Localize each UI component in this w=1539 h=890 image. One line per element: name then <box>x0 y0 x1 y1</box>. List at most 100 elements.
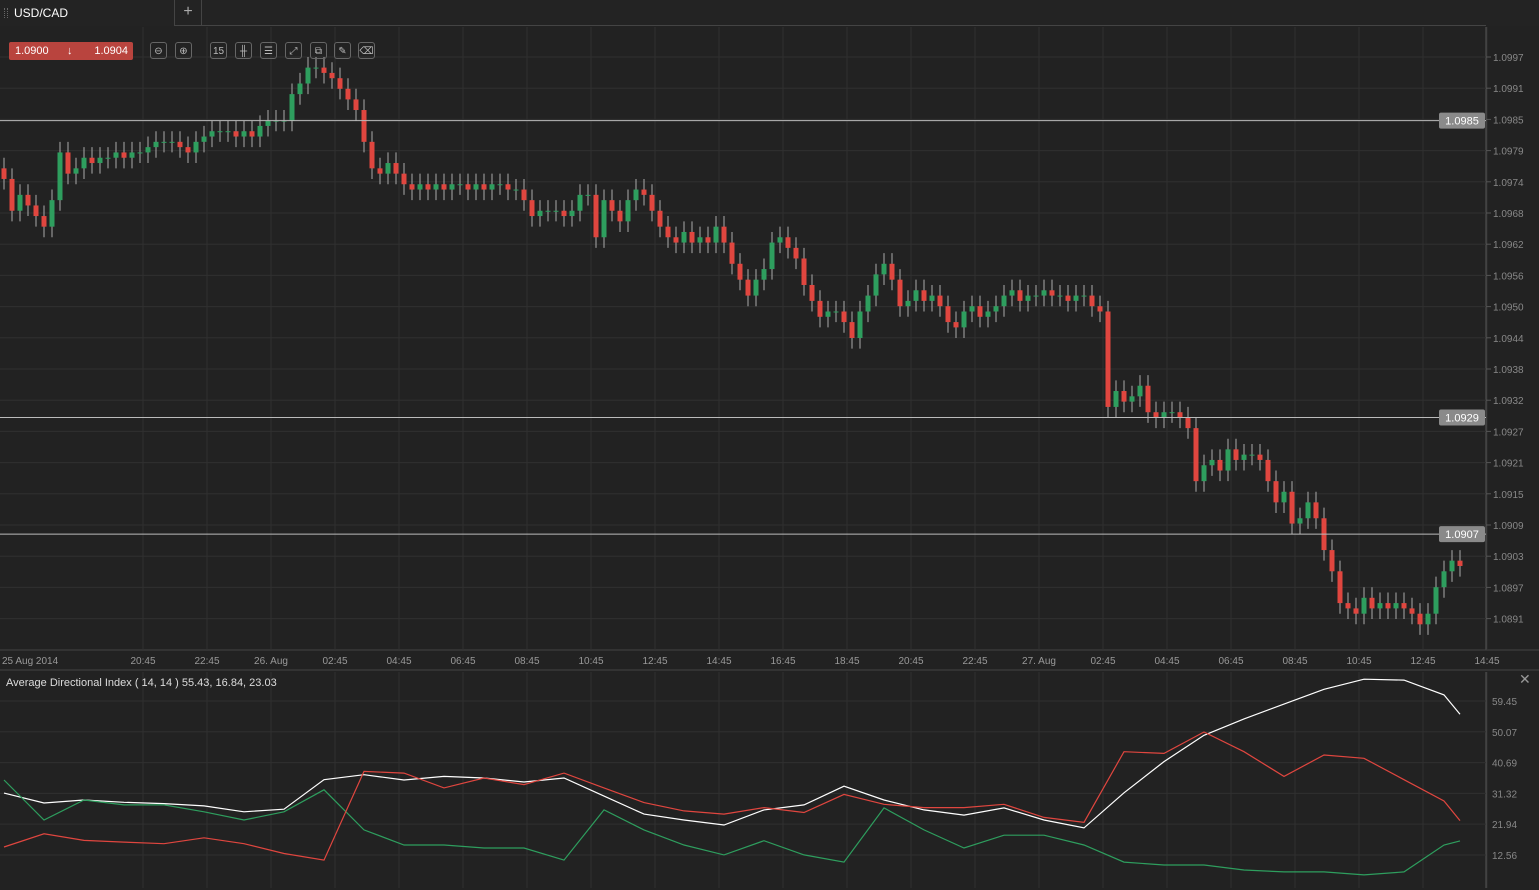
candle-body <box>1377 603 1383 609</box>
arrow-down-icon: ↓ <box>67 45 73 57</box>
candle <box>1017 279 1023 312</box>
candle <box>625 189 631 232</box>
tab-usdcad[interactable]: USD/CAD <box>0 0 174 26</box>
candle-body <box>689 231 695 243</box>
edit-icon[interactable]: ✎ <box>334 42 351 59</box>
candle-body <box>9 178 15 211</box>
price-tick-label: 1.0950 <box>1493 303 1524 314</box>
candle <box>1385 592 1391 620</box>
timeframe-icon[interactable]: 15 <box>210 42 227 59</box>
candle <box>1057 284 1063 307</box>
candle <box>409 173 415 201</box>
candle <box>297 72 303 105</box>
candle-body <box>1417 613 1423 625</box>
candle <box>1449 550 1455 582</box>
candle <box>1129 385 1135 413</box>
candle <box>377 157 383 185</box>
candle-body <box>649 194 655 211</box>
candle-body <box>1217 459 1223 471</box>
candle-body <box>769 242 775 270</box>
candle <box>977 295 983 328</box>
candle <box>57 141 63 211</box>
copy-icon[interactable]: ⧉ <box>310 42 327 59</box>
candle-body <box>937 295 943 307</box>
zoom-out-icon[interactable]: ⊖ <box>150 42 167 59</box>
candle <box>385 152 391 185</box>
time-axis[interactable]: 25 Aug 2014 20:45 22:45 26. Aug 02:45 04:45 06… <box>2 656 1500 667</box>
candle <box>537 200 543 227</box>
candle-body <box>881 263 887 275</box>
candle-body <box>369 141 375 169</box>
candle-body <box>729 242 735 264</box>
time-tick-label: 20:45 <box>130 656 155 667</box>
candle <box>1329 539 1335 582</box>
candlestick-icon[interactable]: ╫ <box>235 42 252 59</box>
candle <box>905 290 911 317</box>
add-tab-button[interactable]: + <box>174 0 202 26</box>
candle-body <box>1089 295 1095 307</box>
candle <box>617 200 623 232</box>
candle-body <box>1041 290 1047 296</box>
candle <box>289 83 295 132</box>
candle-body <box>89 157 95 164</box>
candle <box>473 173 479 201</box>
candle <box>505 173 511 201</box>
candle-body <box>545 210 551 212</box>
candle <box>881 253 887 285</box>
candle-body <box>297 83 303 95</box>
candle <box>657 200 663 238</box>
grid <box>0 27 1539 888</box>
candle <box>1425 603 1431 635</box>
candle-body <box>721 226 727 243</box>
candle <box>857 300 863 349</box>
candle-body <box>1385 603 1391 609</box>
candle-body <box>57 152 63 201</box>
zoom-in-icon[interactable]: ⊕ <box>175 42 192 59</box>
candle-body <box>289 94 295 121</box>
candle-body <box>161 141 167 143</box>
candle-body <box>25 194 31 206</box>
candle-body <box>1001 295 1007 307</box>
candle <box>1361 587 1367 625</box>
candle-body <box>465 184 471 190</box>
candle <box>65 141 71 185</box>
candle-body <box>1097 306 1103 312</box>
candle-body <box>81 157 87 169</box>
candle-body <box>1105 311 1111 407</box>
trend-icon[interactable]: ⤢ <box>285 42 302 59</box>
candle-body <box>233 131 239 137</box>
candle <box>865 284 871 323</box>
time-tick-label: 08:45 <box>514 656 539 667</box>
candle-body <box>681 231 687 243</box>
indicator-tick-label: 31.32 <box>1492 789 1517 800</box>
candle-body <box>225 131 231 133</box>
candle <box>417 173 423 201</box>
price-tick-label: 1.0932 <box>1493 396 1524 407</box>
candle <box>801 247 807 296</box>
candle <box>737 253 743 291</box>
price-level-badge <box>1439 526 1485 543</box>
candle-body <box>1 168 7 179</box>
candle <box>665 216 671 248</box>
time-tick-label: 12:45 <box>1410 656 1435 667</box>
candle <box>705 226 711 254</box>
drag-handle-icon[interactable] <box>4 8 8 18</box>
candle <box>1265 449 1271 492</box>
candle-body <box>569 210 575 217</box>
horizontal-lines[interactable]: 1.0985 1.0929 1.0907 <box>0 112 1486 543</box>
candle <box>609 189 615 222</box>
candle-body <box>305 67 311 84</box>
eraser-icon[interactable]: ⌫ <box>358 42 375 59</box>
candle-body <box>449 184 455 190</box>
sliders-icon[interactable]: ☰ <box>260 42 277 59</box>
price-axis[interactable]: 1.0997 1.0991 1.0985 1.0979 1.0974 1.0968 1.09… <box>1486 53 1524 626</box>
candle-body <box>1329 550 1335 572</box>
candle-body <box>1353 608 1359 614</box>
candle <box>521 178 527 211</box>
quote-widget[interactable]: 1.0900 ↓ 1.0904 <box>9 42 133 60</box>
candle <box>1193 417 1199 492</box>
candle <box>1169 401 1175 423</box>
close-indicator-icon[interactable]: ✕ <box>1519 671 1531 687</box>
candle <box>345 78 351 111</box>
